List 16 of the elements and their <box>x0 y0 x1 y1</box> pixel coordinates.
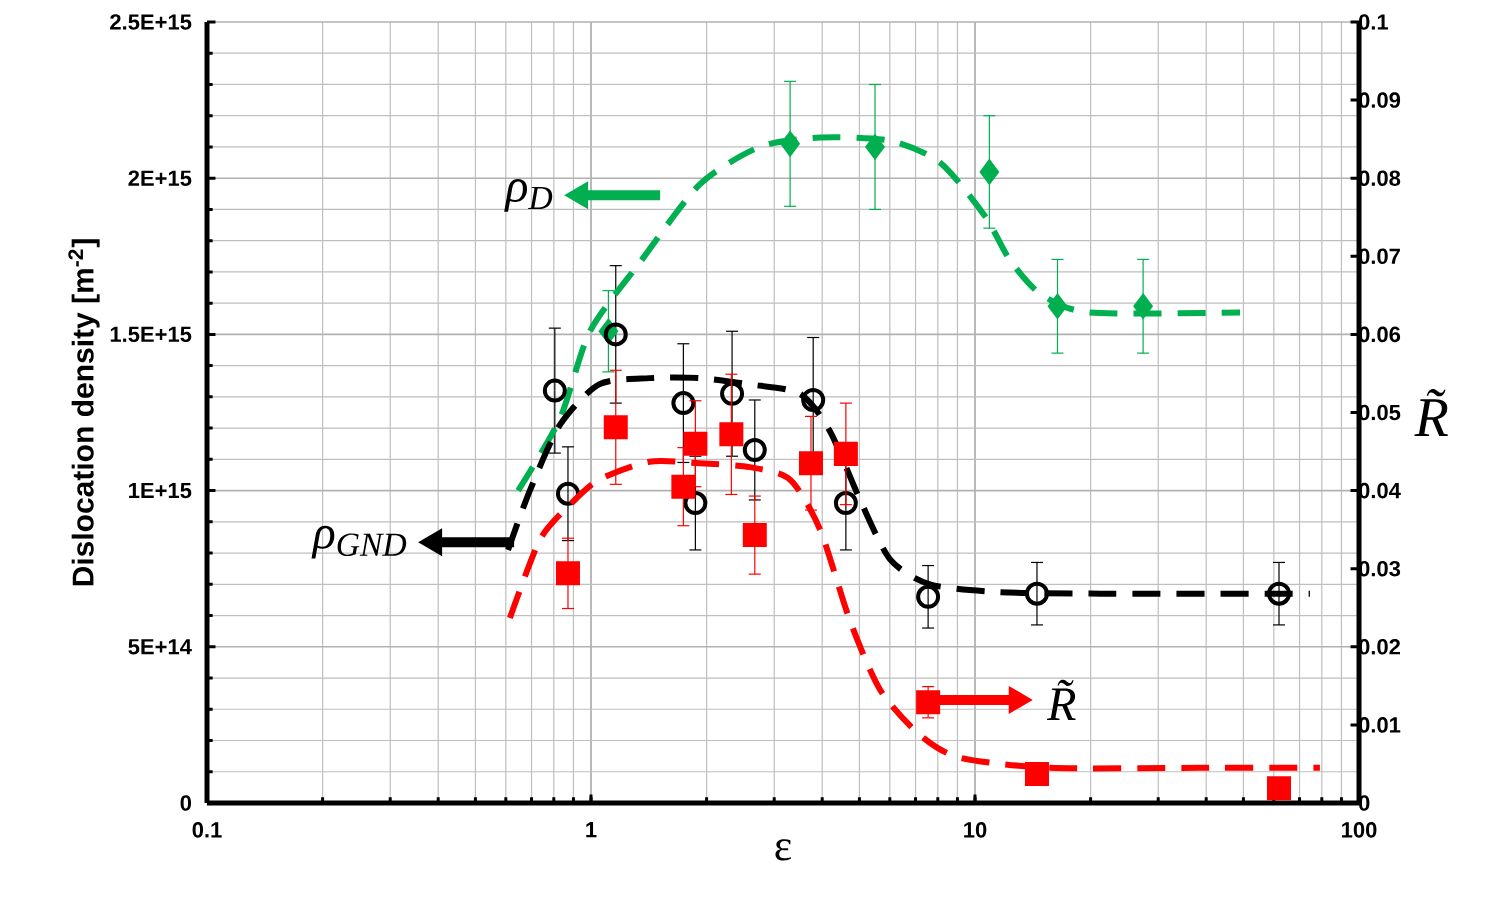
y-tick-label: 2E+15 <box>128 170 192 186</box>
y2-axis-title: R̃ <box>1414 389 1448 436</box>
y-tick-label: 2.5E+15 <box>110 14 192 30</box>
annotation: ρ$_{D}$ <box>504 179 553 212</box>
annotation: ρ$_{GND}$ <box>311 525 407 559</box>
x-tick-label: 100 <box>1342 822 1377 838</box>
y-tick-label: 5E+14 <box>128 639 192 655</box>
y-tick-label: 1.5E+15 <box>110 326 192 343</box>
y-tick-label: 1E+15 <box>129 482 192 499</box>
x-tick-label: 1 <box>586 822 597 838</box>
x-tick-label: 10 <box>964 822 987 838</box>
x-tick-label: 0.1 <box>192 822 222 838</box>
x-axis-title: ε <box>775 839 791 861</box>
y-tick-label: 0 <box>180 795 192 811</box>
y-axis-title: Dislocation density [m$^{-2}$] <box>68 239 100 586</box>
annotation: R̃ <box>1046 679 1076 720</box>
